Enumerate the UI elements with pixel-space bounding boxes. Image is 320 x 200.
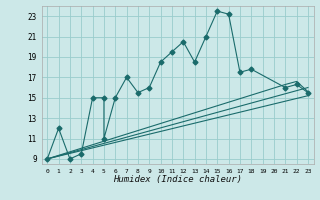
X-axis label: Humidex (Indice chaleur): Humidex (Indice chaleur) bbox=[113, 175, 242, 184]
